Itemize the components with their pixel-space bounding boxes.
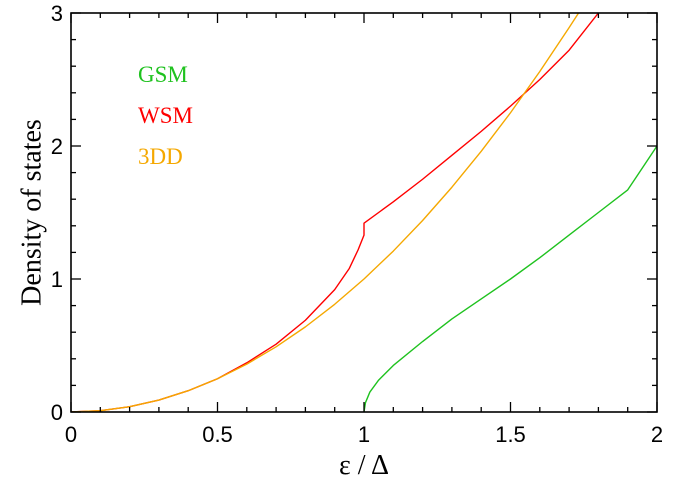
series-line-gsm (363, 145, 657, 412)
series-line-3dd (71, 13, 580, 412)
legend-entry-wsm: WSM (138, 103, 193, 128)
x-tick-label: 0.5 (202, 422, 233, 447)
y-tick-label: 1 (51, 267, 63, 292)
y-tick-label: 3 (51, 1, 63, 26)
series-layer (71, 13, 657, 412)
y-tick-label: 2 (51, 134, 63, 159)
x-axis-title: ε / Δ (339, 450, 389, 481)
x-tick-label: 0 (65, 422, 77, 447)
y-axis-title: Density of states (16, 119, 47, 306)
legend: GSM WSM 3DD (138, 62, 193, 169)
x-tick-label: 2 (651, 422, 663, 447)
ticks-layer: 0 0.5 1 1.5 2 0 1 2 3 (51, 1, 663, 447)
legend-entry-gsm: GSM (138, 62, 188, 87)
y-tick-label: 0 (51, 400, 63, 425)
x-tick-label: 1.5 (495, 422, 526, 447)
legend-entry-3dd: 3DD (138, 144, 183, 169)
x-tick-label: 1 (358, 422, 370, 447)
